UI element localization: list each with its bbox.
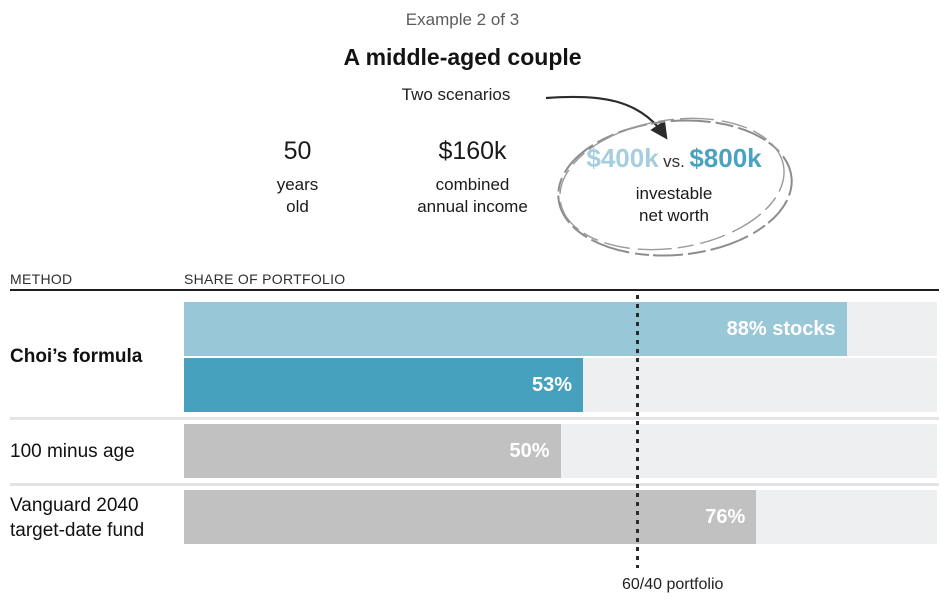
reference-line-label: 60/40 portfolio [622, 576, 724, 593]
stat-income-label: combined annual income [417, 174, 528, 216]
column-header-method: METHOD [10, 271, 73, 287]
networth-vs: vs. [663, 152, 685, 171]
stat-age-value: 50 [283, 137, 312, 165]
method-label-vanguard: Vanguard 2040 target-date fund [10, 495, 145, 541]
bar-value-label: 50% [509, 440, 550, 462]
bar-vanguard-2040: 76% [184, 490, 757, 544]
row-separator [10, 483, 939, 486]
sketch-circle-icon [557, 117, 793, 257]
bar-100-minus-age: 50% [184, 424, 561, 478]
method-label-choi: Choi’s formula [10, 346, 143, 367]
stat-age: 50 years old [245, 137, 350, 218]
method-label-100-minus-age: 100 minus age [10, 441, 135, 462]
annotation-arrow-icon [545, 95, 668, 140]
bar-value-label: 53% [532, 374, 573, 396]
subtitle: Two scenarios [401, 85, 511, 104]
header-rule [10, 289, 939, 291]
networth-scenario-a: $400k [586, 143, 659, 173]
bar-track: 76% [184, 490, 937, 544]
row-separator [10, 417, 939, 420]
bar-track: 88% stocks [184, 302, 937, 356]
bar-value-label: 88% stocks [726, 318, 836, 340]
stat-networth-label: investable net worth [635, 184, 713, 226]
stat-income: $160k combined annual income [390, 137, 555, 218]
networth-scenario-b: $800k [689, 143, 762, 173]
bar-track: 50% [184, 424, 937, 478]
stat-income-value: $160k [438, 137, 507, 165]
reference-line [636, 295, 639, 568]
bar-track: 53% [184, 358, 937, 412]
bar-choi-800k: 53% [184, 358, 584, 412]
column-header-share: SHARE OF PORTFOLIO [184, 271, 346, 287]
stat-networth-value: $400k vs. $800k [560, 143, 788, 174]
page-title: A middle-aged couple [343, 44, 582, 70]
bar-choi-400k: 88% stocks [184, 302, 847, 356]
example-kicker: Example 2 of 3 [405, 10, 520, 29]
stat-age-label: years old [276, 174, 319, 216]
bar-value-label: 76% [705, 506, 746, 528]
